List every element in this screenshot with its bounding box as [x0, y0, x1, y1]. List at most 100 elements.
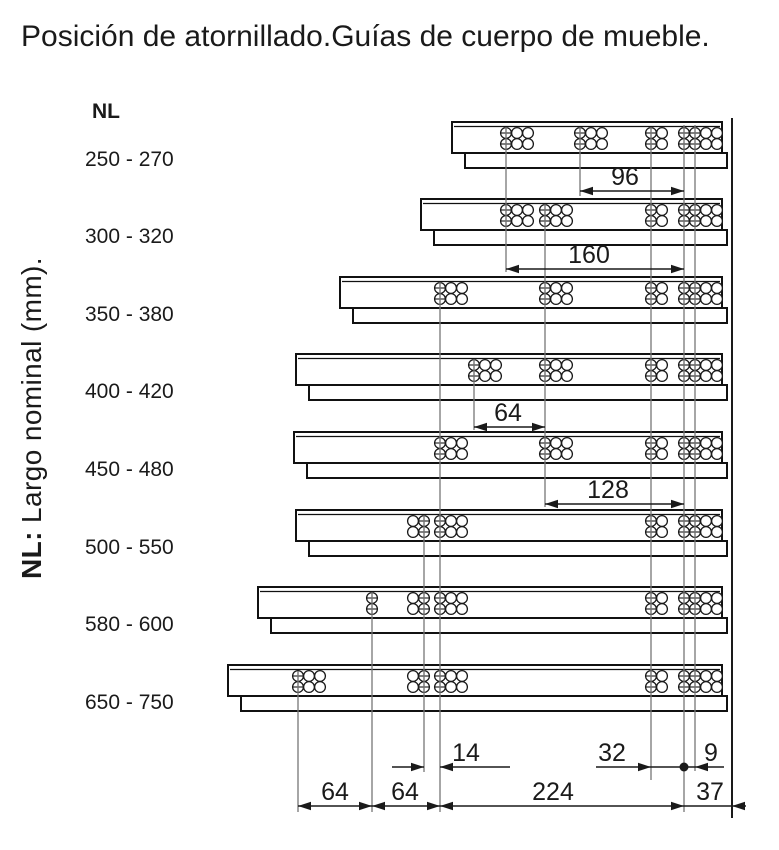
screw-hole [510, 203, 524, 217]
screw-hole [655, 525, 669, 539]
screw-hole [549, 369, 563, 383]
row-label: 250 - 270 [85, 148, 174, 171]
screw-hole [406, 602, 420, 616]
row-label: 450 - 480 [85, 458, 174, 481]
screw-hole [560, 214, 574, 228]
dimension-arrow-right [427, 801, 440, 811]
screw-hole [549, 203, 563, 217]
screw-hole [406, 525, 420, 539]
dimension-arrow-right [359, 801, 372, 811]
screw-hole [655, 126, 669, 140]
screw-hole [560, 369, 574, 383]
screw-hole [655, 203, 669, 217]
screw-hole [710, 602, 724, 616]
screw-hole [478, 358, 492, 372]
dimension-arrow-right [671, 499, 684, 509]
screw-hole [655, 358, 669, 372]
screw-hole [655, 214, 669, 228]
screw-hole [655, 447, 669, 461]
screw-hole [655, 292, 669, 306]
screw-hole [699, 292, 713, 306]
rail-flange [352, 307, 728, 324]
dimension-arrow-left [440, 801, 453, 811]
row-label: 580 - 600 [85, 613, 174, 636]
screw-hole [455, 436, 469, 450]
screw-hole [406, 680, 420, 694]
row-label: 650 - 750 [85, 691, 174, 714]
row-label: 350 - 380 [85, 303, 174, 326]
screw-hole [560, 436, 574, 450]
screw-hole [406, 669, 420, 683]
dimension-label: 9 [704, 739, 718, 767]
screw-hole [655, 281, 669, 295]
screw-hole [521, 203, 535, 217]
screw-hole [560, 203, 574, 217]
screw-hole [406, 591, 420, 605]
screw-hole [302, 680, 316, 694]
screw-hole [655, 369, 669, 383]
row-label: 300 - 320 [85, 225, 174, 248]
screw-hole [455, 281, 469, 295]
rail-body [257, 586, 723, 619]
screw-hole [560, 281, 574, 295]
dimension-label: 224 [532, 778, 574, 806]
rail-flange [270, 617, 728, 634]
screw-hole [710, 281, 724, 295]
screw-hole [710, 669, 724, 683]
screw-hole [710, 436, 724, 450]
screw-hole [444, 436, 458, 450]
screw-hole [710, 126, 724, 140]
screw-hole [655, 591, 669, 605]
screw-hole [595, 126, 609, 140]
screw-hole [549, 214, 563, 228]
screw-hole [444, 514, 458, 528]
screw-hole [549, 436, 563, 450]
screw-hole [455, 591, 469, 605]
screw-hole [455, 680, 469, 694]
screw-hole [455, 525, 469, 539]
screw-hole [699, 214, 713, 228]
rail-flange [240, 695, 728, 712]
screw-hole [313, 669, 327, 683]
dimension-arrow [695, 762, 708, 772]
screw-hole [655, 436, 669, 450]
screw-hole [444, 447, 458, 461]
screw-hole [455, 669, 469, 683]
screw-hole [444, 525, 458, 539]
dimension-arrow-right [671, 801, 684, 811]
screw-hole [584, 137, 598, 151]
dimension-arrow-right [671, 186, 684, 196]
screw-hole [510, 137, 524, 151]
screw-hole [560, 358, 574, 372]
screw-hole [710, 447, 724, 461]
dimension-label: 160 [568, 241, 610, 269]
screw-hole [699, 203, 713, 217]
screw-hole [699, 447, 713, 461]
dimension-arrow-right [671, 264, 684, 274]
screw-hole [584, 126, 598, 140]
screw-hole [655, 680, 669, 694]
screw-hole [710, 680, 724, 694]
screw-hole [655, 602, 669, 616]
screw-hole [710, 525, 724, 539]
screw-hole [444, 281, 458, 295]
screw-hole [444, 292, 458, 306]
screw-hole [455, 602, 469, 616]
screw-hole [549, 281, 563, 295]
dimension-arrow-left [474, 422, 487, 432]
dimension-label: 64 [321, 778, 349, 806]
dimension-label: 37 [696, 778, 724, 806]
screw-hole [699, 514, 713, 528]
screw-hole [455, 292, 469, 306]
screw-hole [560, 292, 574, 306]
screw-hole [444, 602, 458, 616]
screw-hole [699, 525, 713, 539]
row-label: 500 - 550 [85, 536, 174, 559]
screw-hole [699, 680, 713, 694]
screw-hole [444, 669, 458, 683]
dimension-label: 14 [452, 739, 480, 767]
page-title: Posición de atornillado.Guías de cuerpo … [21, 20, 710, 53]
dimension-label: 128 [587, 476, 629, 504]
